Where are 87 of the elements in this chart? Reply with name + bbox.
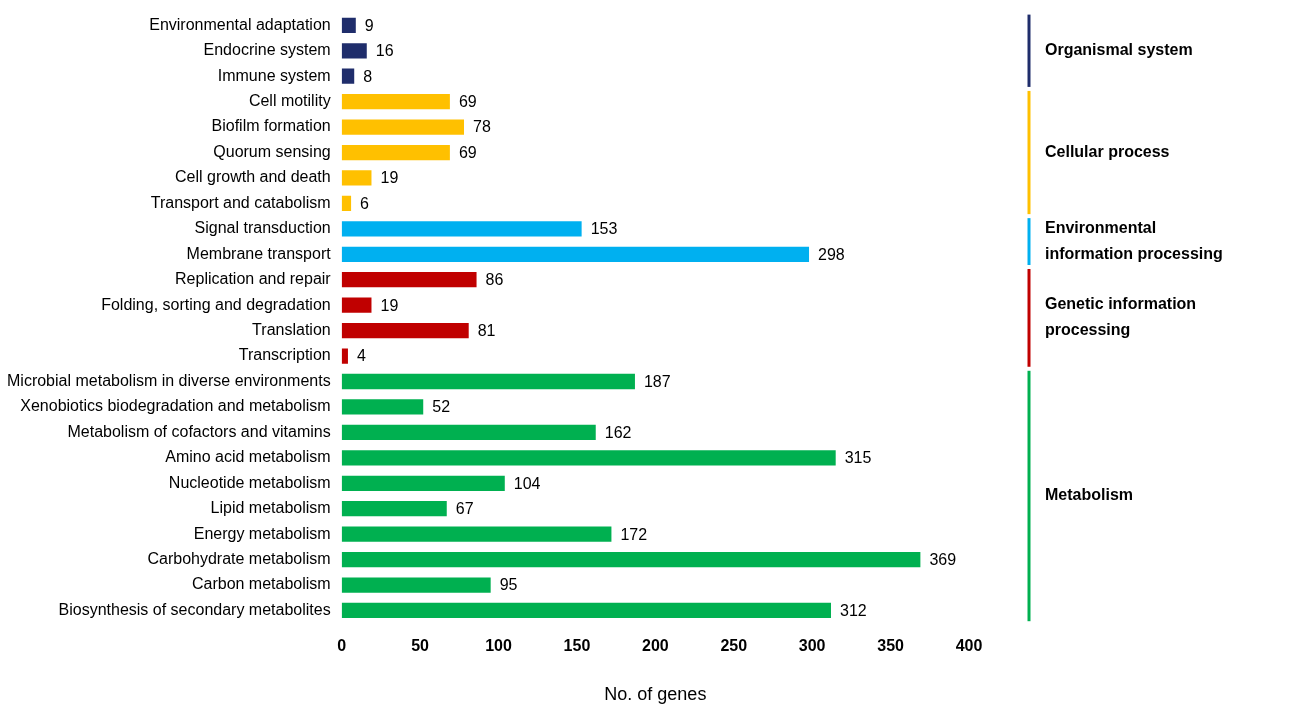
bar [341, 475, 505, 491]
text: Metabolism [1045, 486, 1134, 504]
text: Genetic information processing [1045, 295, 1197, 339]
bar [341, 272, 477, 288]
bar [341, 501, 447, 517]
y-tick-label: Environmental adaptation [149, 15, 331, 33]
data-label: 86 [485, 271, 504, 289]
y-tick-label: Immune system [217, 66, 331, 84]
x-tick-label: 100 [485, 637, 512, 655]
data-label: 16 [375, 42, 394, 60]
bar [341, 195, 352, 212]
bar [341, 322, 469, 339]
bar [341, 246, 810, 262]
x-tick-label: 50 [411, 637, 430, 655]
bar [341, 221, 582, 237]
y-tick-label: Transport and catabolism [150, 193, 331, 211]
y-tick-label: Signal transduction [194, 219, 331, 237]
data-label: 153 [590, 220, 618, 238]
data-label: 52 [432, 398, 451, 416]
data-label: 4 [356, 347, 366, 365]
x-tick-label: 250 [720, 637, 748, 655]
data-label: 81 [477, 322, 496, 340]
text: Cellular process [1045, 142, 1170, 160]
y-tick-label: Amino acid metabolism [165, 448, 331, 466]
y-tick-label: Carbon metabolism [191, 575, 331, 593]
bar [341, 577, 491, 593]
y-tick-label: Translation [252, 321, 331, 339]
x-axis-title: No. of genes [604, 684, 707, 705]
y-tick-label: Replication and repair [175, 270, 332, 288]
y-tick-label: Biofilm formation [211, 117, 331, 135]
y-tick-label: Cell motility [248, 92, 331, 110]
data-label: 78 [473, 118, 491, 136]
bar [341, 170, 372, 186]
data-label: 69 [458, 143, 477, 161]
bar [341, 94, 450, 110]
x-tick-label: 0 [337, 637, 347, 655]
data-label: 95 [499, 576, 518, 594]
data-label: 187 [643, 372, 671, 390]
bar [341, 450, 836, 466]
data-label: 69 [458, 93, 477, 111]
text: Environmental information processing [1045, 218, 1223, 262]
text: Organismal system [1045, 41, 1193, 59]
bar [341, 348, 348, 364]
bar [341, 551, 921, 568]
data-label: 315 [844, 449, 872, 467]
y-tick-label: Endocrine system [203, 41, 331, 59]
bar [341, 17, 356, 33]
data-label: 8 [363, 67, 373, 85]
data-label: 67 [455, 500, 474, 518]
data-label: 19 [380, 169, 399, 187]
bar [341, 144, 450, 161]
y-tick-label: Energy metabolism [193, 524, 331, 542]
y-tick-label: Microbial metabolism in diverse environments [6, 371, 331, 389]
y-tick-label: Lipid metabolism [210, 499, 331, 517]
bar [341, 119, 465, 135]
data-label: 312 [839, 601, 867, 619]
bar [341, 526, 612, 542]
y-tick-label: Nucleotide metabolism [168, 473, 331, 491]
bar [341, 424, 596, 441]
y-tick-label: Biosynthesis of secondary metabolites [58, 600, 331, 618]
data-label: 104 [513, 474, 541, 492]
y-tick-label: Carbohydrate metabolism [147, 550, 331, 567]
bar [341, 68, 355, 84]
x-tick-label: 150 [563, 637, 591, 655]
bar [341, 43, 367, 59]
y-tick-label: Transcription [238, 346, 331, 364]
data-label: 172 [620, 525, 648, 543]
bar [341, 602, 831, 619]
y-tick-label: Membrane transport [186, 244, 332, 262]
data-label: 6 [360, 194, 370, 212]
bar [341, 373, 635, 390]
data-label: 19 [380, 296, 399, 314]
bar [341, 399, 424, 415]
data-label: 162 [604, 423, 632, 441]
y-tick-label: Quorum sensing [213, 142, 331, 160]
y-tick-label: Cell growth and death [175, 168, 331, 186]
data-label: 369 [929, 551, 957, 568]
x-tick-label: 300 [798, 637, 826, 655]
data-label: 9 [364, 16, 374, 34]
y-tick-label: Xenobiotics biodegradation and metabolism [20, 397, 331, 415]
x-tick-label: 200 [641, 637, 669, 655]
x-tick-label: 400 [955, 637, 983, 655]
y-tick-label: Metabolism of cofactors and vitamins [67, 422, 331, 440]
y-tick-label: Folding, sorting and degradation [101, 295, 331, 313]
bar [341, 297, 372, 313]
x-tick-label: 350 [877, 637, 905, 655]
data-label: 298 [818, 245, 845, 263]
